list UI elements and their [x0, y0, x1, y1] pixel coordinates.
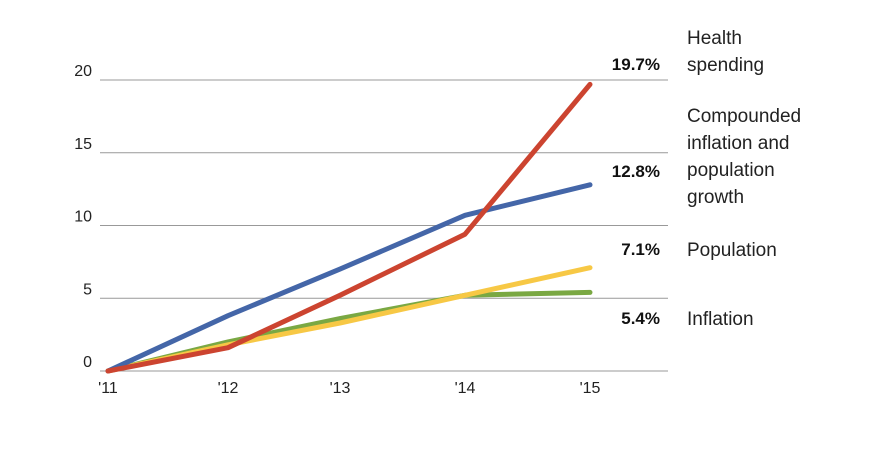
end-labels: 5.4% 7.1% 12.8% 19.7%: [612, 55, 660, 328]
legend-label-compounded: population: [687, 160, 775, 181]
y-tick-label: 10: [74, 209, 92, 226]
y-tick-label: 20: [74, 63, 92, 80]
legend-label-health: Health: [687, 28, 742, 49]
end-value-label: 12.8%: [612, 162, 660, 181]
legend: Health spending Compounded inflation and pop…: [687, 28, 801, 330]
legend-label-health: spending: [687, 55, 764, 76]
grid-lines: [100, 79, 668, 372]
y-axis: 0 5 10 15 20: [74, 63, 92, 371]
end-value-label: 5.4%: [621, 309, 660, 328]
x-tick-label: '12: [218, 380, 239, 397]
legend-label-inflation: Inflation: [687, 309, 754, 330]
legend-label-compounded: Compounded: [687, 106, 801, 127]
x-tick-label: '13: [330, 380, 351, 397]
x-tick-label: '15: [580, 380, 601, 397]
x-tick-label: '11: [98, 380, 118, 397]
legend-label-population: Population: [687, 240, 777, 261]
x-axis: '11 '12 '13 '14 '15: [98, 380, 600, 397]
legend-label-compounded: inflation and: [687, 133, 789, 154]
x-tick-label: '14: [455, 380, 476, 397]
legend-label-compounded: growth: [687, 187, 744, 208]
end-value-label: 7.1%: [621, 240, 660, 259]
y-tick-label: 15: [74, 136, 92, 153]
plot-area: [105, 81, 593, 374]
series-line-4: [105, 81, 593, 374]
end-value-label: 19.7%: [612, 55, 660, 74]
y-tick-label: 5: [83, 281, 92, 298]
series-line-3: [105, 182, 593, 374]
y-tick-label: 0: [83, 354, 92, 371]
